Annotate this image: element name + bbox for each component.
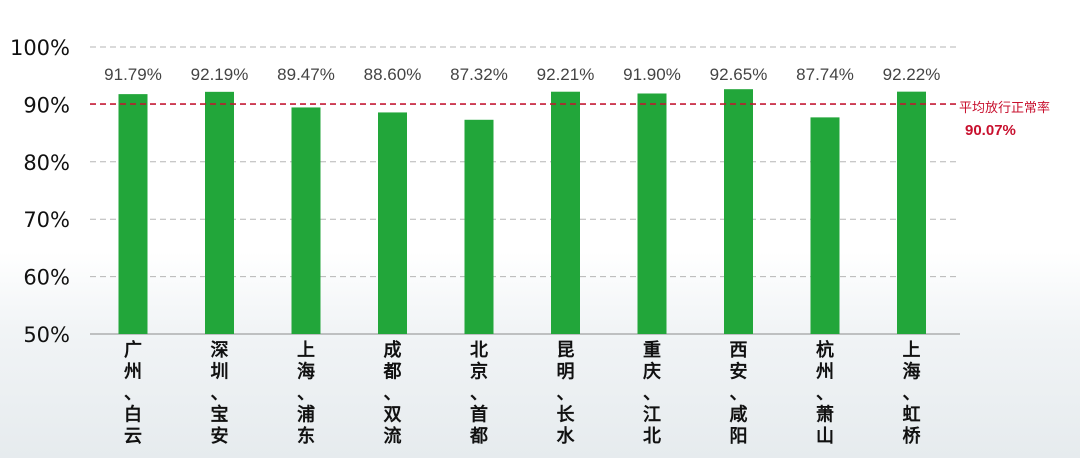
category-label-char: 北 [643,426,661,447]
bar-value-label: 92.22% [883,65,941,84]
category-label-char: 、 [643,383,661,404]
category-label-char: 东 [297,425,315,447]
category-label-char: 、 [384,383,402,404]
bar [810,117,840,334]
value-labels: 91.79% 92.19% 89.47% 88.60% 87.32% 92.21% 91.9… [104,65,940,84]
category-label-char: 虹 [903,404,921,426]
bar-value-label: 92.21% [537,65,595,84]
category-label-char: 云 [124,426,142,447]
bar-value-label: 92.65% [710,65,768,84]
category-label-char: 阳 [730,426,748,447]
category-label-char: 流 [384,425,402,447]
y-tick-label: 70% [23,208,70,232]
category-label-char: 圳 [211,362,229,383]
bar-value-label: 91.79% [104,65,162,84]
category-label-char: 、 [816,383,834,404]
category-label-char: 、 [211,383,229,404]
y-tick-label: 50% [23,323,70,347]
y-axis-ticks: 50% 60% 70% 80% 90% 100% [10,36,70,347]
bar-value-label: 89.47% [277,65,335,84]
category-label-char: 重 [643,339,661,361]
bar-value-label: 88.60% [364,65,422,84]
category-label-char: 咸 [730,405,748,426]
category-label-char: 山 [816,426,834,447]
bar [551,91,580,334]
category-label-char: 江 [643,405,661,426]
category-label-char: 海 [297,361,315,383]
bar-value-label: 87.74% [796,65,854,84]
category-label-char: 庆 [643,361,661,383]
category-label-char: 、 [297,383,315,404]
category-label-char: 首 [470,404,488,426]
category-label-char: 都 [383,362,402,383]
category-label-char: 海 [903,361,921,383]
category-label-char: 都 [469,426,488,447]
category-label-char: 安 [730,361,748,383]
category-label-char: 水 [557,425,576,447]
y-tick-label: 80% [23,151,70,175]
category-label-char: 明 [557,362,575,383]
category-label-char: 成 [384,339,402,361]
category-label-char: 西 [730,340,748,361]
average-reference-label: 平均放行正常率 [959,100,1050,116]
bar [897,91,926,335]
category-label-char: 昆 [557,340,575,361]
bar [724,89,753,335]
reference-line-group: 平均放行正常率 90.07% [90,100,1050,139]
bar-value-label: 87.32% [450,65,508,84]
bar [464,119,494,334]
category-label-char: 长 [557,405,576,426]
category-label-char: 安 [211,425,229,447]
category-label-char: 、 [557,383,575,404]
category-label-char: 桥 [903,425,922,447]
category-label-char: 双 [384,405,402,426]
category-label-char: 、 [470,383,488,404]
category-label-char: 上 [903,340,921,361]
category-label-char: 萧 [816,405,834,426]
y-tick-label: 100% [10,36,70,60]
bar [118,94,148,334]
bar-value-label: 92.19% [191,65,249,84]
category-label-char: 、 [124,383,142,404]
bar [205,91,234,334]
bar [378,112,407,334]
category-labels: 广州、白云深圳、宝安上海、浦东成都、双流北京、首都昆明、长水重庆、江北西安、咸阳… [123,339,922,447]
average-reference-value: 90.07% [965,122,1016,139]
category-label-char: 州 [815,362,834,383]
bar [291,107,321,334]
category-label-char: 广 [124,339,142,361]
category-label-char: 上 [297,340,315,361]
category-label-char: 白 [124,404,142,426]
category-label-char: 浦 [297,404,315,426]
category-label-char: 深 [211,339,229,361]
category-label-char: 、 [903,383,921,404]
y-tick-label: 90% [23,93,70,117]
category-label-char: 杭 [816,339,834,361]
category-label-char: 州 [123,362,142,383]
category-label-char: 宝 [211,404,229,426]
bar-value-label: 91.90% [623,65,681,84]
bars [118,89,926,335]
category-label-char: 、 [730,383,748,404]
bar [637,93,667,334]
category-label-char: 北 [470,340,488,361]
category-label-char: 京 [470,361,488,383]
y-tick-label: 60% [23,266,70,290]
